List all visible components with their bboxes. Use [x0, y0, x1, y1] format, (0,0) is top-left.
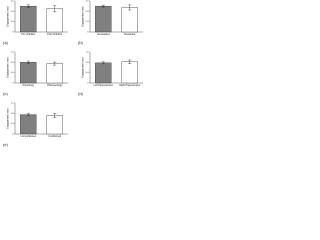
x-tick-label: Conditioned: [48, 135, 61, 138]
y-tick-label: 1.2: [86, 1, 90, 3]
bar: [121, 7, 138, 33]
bar: [46, 8, 63, 33]
y-tick-label: 0.4: [11, 123, 15, 125]
bar: [46, 115, 63, 135]
error-bar: [53, 5, 57, 13]
y-tick-label: 0.8: [86, 62, 90, 64]
error-bar: [128, 4, 132, 11]
y-tick-label: 1.2: [11, 52, 15, 54]
y-axis-label: Engagement ratio: [6, 6, 10, 27]
y-tick-label: 0.4: [86, 21, 90, 23]
panel-label: (b): [78, 40, 84, 45]
bar: [121, 61, 138, 84]
error-bar: [26, 4, 30, 8]
error-bar: [26, 113, 30, 117]
y-tick-label: 0: [12, 83, 14, 85]
y-tick-label: 1.2: [11, 103, 15, 105]
y-tick-label: 0: [12, 134, 14, 136]
panel-label: (d): [78, 91, 84, 96]
x-tick-label: Unconditioned: [21, 135, 37, 138]
bar: [20, 114, 37, 135]
y-axis-label: Engagement ratio: [6, 57, 10, 78]
error-bar: [128, 59, 132, 64]
y-axis-label: Engagement ratio: [81, 6, 85, 27]
y-tick-label: 1.2: [11, 1, 15, 3]
y-tick-label: 0.4: [86, 72, 90, 74]
figure: 0 0.4 0.8 1.2 Engagement ratio Pre Inhibition…: [3, 1, 143, 147]
bar: [46, 63, 63, 84]
y-tick-label: 0.8: [11, 11, 15, 13]
panel-label: (e): [3, 142, 9, 147]
x-tick-label: Rewarded: [124, 33, 136, 36]
y-tick-label: 0.4: [11, 72, 15, 74]
y-axis-label: Engagement ratio: [6, 108, 10, 129]
y-tick-label: 0.8: [11, 113, 15, 115]
error-bar: [101, 61, 105, 65]
x-tick-label: Left Hippocampus: [94, 84, 114, 87]
bar: [20, 62, 37, 84]
y-tick-label: 0: [87, 83, 89, 85]
bar: [95, 5, 112, 33]
y-axis-label: Engagement ratio: [81, 57, 85, 78]
error-bar: [101, 4, 105, 8]
bar: [20, 5, 37, 33]
error-bar: [26, 60, 30, 64]
bar: [95, 62, 112, 84]
y-tick-label: 0: [12, 32, 14, 34]
x-tick-label: Pre Inhibition: [21, 33, 36, 36]
x-tick-label: Unrewarded: [97, 33, 111, 36]
y-tick-label: 1.2: [86, 52, 90, 54]
x-tick-label: Post Inhibition: [47, 33, 63, 36]
panel-label: (c): [3, 91, 8, 96]
x-tick-label: Physiology: [22, 84, 34, 87]
panel-label: (a): [3, 40, 9, 45]
error-bar: [53, 113, 57, 118]
y-tick-label: 0.8: [86, 11, 90, 13]
y-tick-label: 0.8: [11, 62, 15, 64]
y-tick-label: 0.4: [11, 21, 15, 23]
x-tick-label: Pharmacology: [47, 84, 63, 87]
x-tick-label: Right Hippocampus: [119, 84, 141, 87]
y-tick-label: 0: [87, 32, 89, 34]
error-bar: [53, 61, 57, 66]
